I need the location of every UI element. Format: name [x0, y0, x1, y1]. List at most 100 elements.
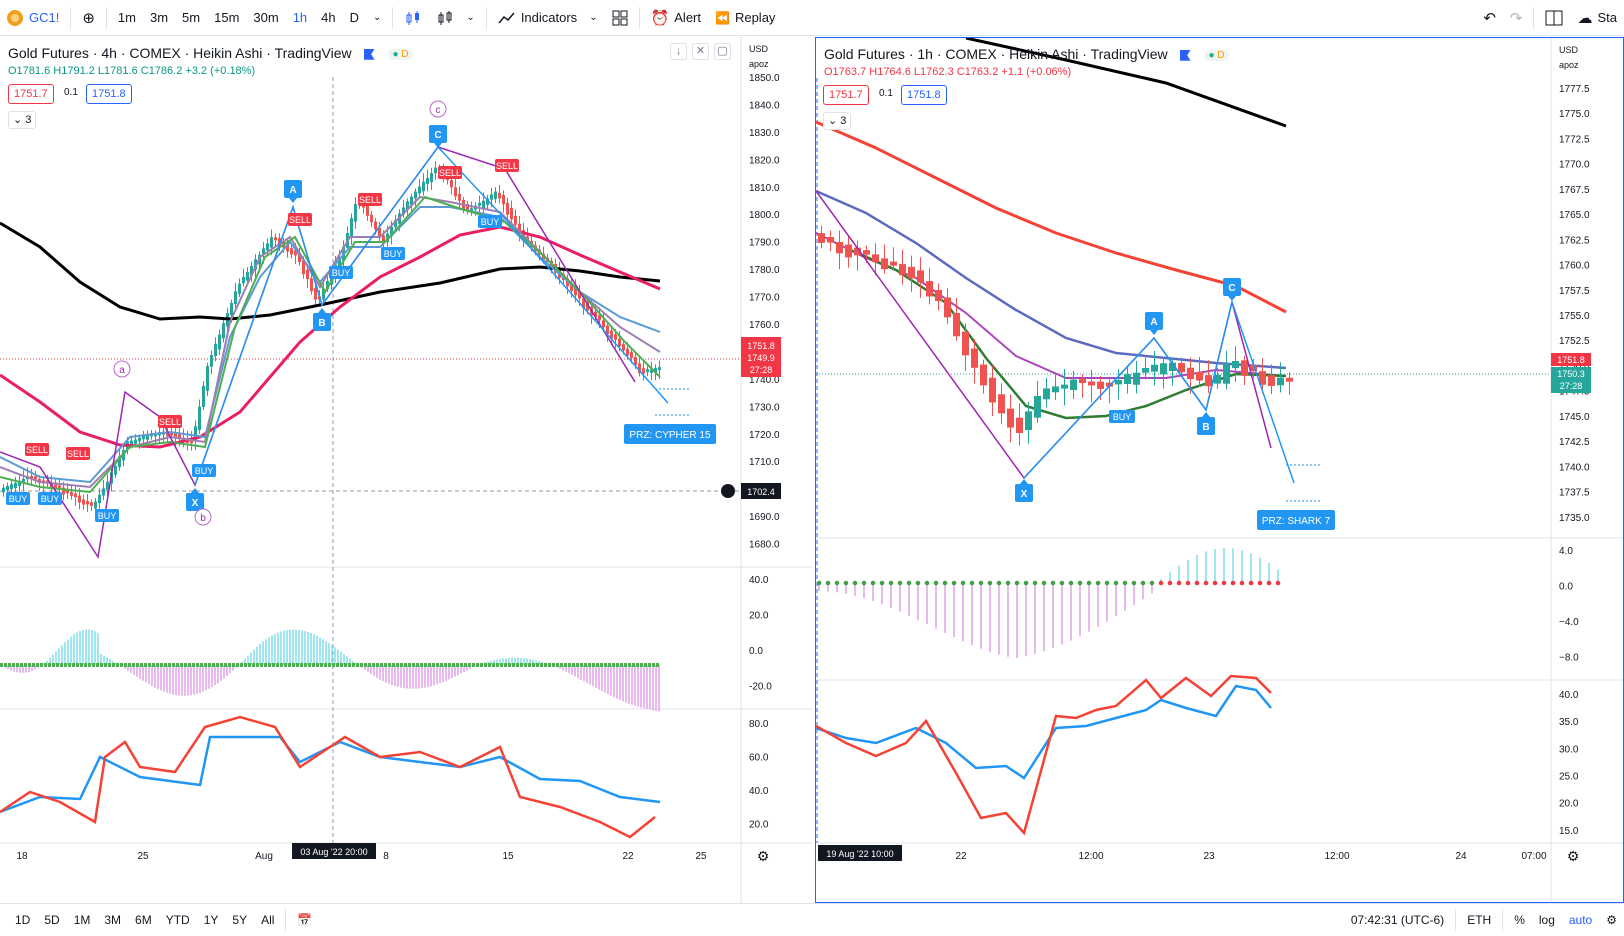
- interval-button-1h[interactable]: 1h: [292, 10, 308, 25]
- interval-button-30m[interactable]: 30m: [253, 10, 279, 25]
- interval-button-15m[interactable]: 15m: [214, 10, 240, 25]
- rsi-line-red: [816, 674, 1272, 836]
- heikin-ashi-candle: [566, 278, 569, 287]
- heikin-ashi-candle: [899, 264, 906, 276]
- range-button-ytd[interactable]: YTD: [165, 913, 190, 927]
- heikin-ashi-candle: [34, 476, 37, 480]
- percent-scale-toggle[interactable]: %: [1514, 913, 1525, 927]
- chart-canvas-left[interactable]: USDapoz1850.01840.01830.01820.01810.0180…: [0, 37, 813, 903]
- open-value: O1781.6: [8, 65, 51, 77]
- auto-scale-toggle[interactable]: auto: [1568, 913, 1593, 927]
- range-button-5y[interactable]: 5Y: [232, 913, 248, 927]
- heikin-ashi-candle: [70, 492, 73, 496]
- delayed-badge-icon: D: [1217, 49, 1225, 61]
- heikin-ashi-candle: [502, 195, 505, 205]
- wave-label: a: [119, 365, 125, 376]
- price-tick-label: 1775.0: [1559, 109, 1590, 120]
- heikin-ashi-candle: [953, 312, 960, 337]
- goto-date-button[interactable]: 📅: [290, 913, 319, 927]
- range-button-1d[interactable]: 1D: [15, 913, 31, 927]
- heikin-ashi-candle: [406, 201, 409, 210]
- range-button-all[interactable]: All: [261, 913, 275, 927]
- chart-pane-right[interactable]: USD apoz 1777.5 1775.0 1772.5 1770.0 1767.5 176…: [815, 37, 1624, 903]
- indicators-collapse-button[interactable]: ⌄ 3: [823, 112, 852, 130]
- interval-button-3m[interactable]: 3m: [149, 10, 169, 25]
- range-button-3m[interactable]: 3M: [104, 913, 122, 927]
- crosshair-price-label: 1702.4: [747, 487, 775, 497]
- buy-price-button[interactable]: 1751.8: [901, 85, 947, 105]
- close-price-badge: [1551, 367, 1591, 393]
- indicators-button[interactable]: Indicators ⌄: [491, 0, 605, 36]
- flag-icon[interactable]: [363, 48, 375, 60]
- alert-button[interactable]: ⏰ Alert: [644, 0, 708, 36]
- buy-price-button[interactable]: 1751.8: [86, 84, 132, 104]
- price-tick-label: 1800.0: [749, 210, 780, 221]
- split-layout-button[interactable]: [1538, 0, 1570, 36]
- interval-button-4h[interactable]: 4h: [321, 10, 336, 25]
- sell-price-button[interactable]: 1751.7: [8, 84, 54, 104]
- time-tick-label: 22: [622, 851, 634, 862]
- symbol-search-button[interactable]: GC1!: [0, 0, 66, 36]
- rsi-tick-label: 25.0: [1559, 772, 1579, 783]
- osc-tick-label: 40.0: [749, 575, 769, 586]
- candle-type-button[interactable]: ⌄: [429, 0, 481, 36]
- signal-label: SELL: [439, 168, 461, 178]
- undo-button[interactable]: ↶: [1476, 0, 1503, 36]
- range-button-6m[interactable]: 6M: [135, 913, 152, 927]
- interval-dropdown-button[interactable]: ⌄: [366, 0, 388, 36]
- replay-button[interactable]: ⏪ Replay: [708, 0, 782, 36]
- interval-button-d[interactable]: D: [349, 10, 360, 25]
- redo-button[interactable]: ↷: [1503, 0, 1530, 36]
- heikin-ashi-candle: [971, 348, 978, 368]
- heikin-ashi-candle: [454, 187, 457, 197]
- compare-symbol-button[interactable]: ⊕: [75, 0, 102, 36]
- range-button-1m[interactable]: 1M: [73, 913, 91, 927]
- last-price2-label: 1749.9: [747, 353, 775, 363]
- heikin-ashi-candle: [917, 270, 924, 283]
- redo-icon: ↷: [1509, 9, 1523, 27]
- interval-button-5m[interactable]: 5m: [182, 10, 201, 25]
- heikin-ashi-candle: [827, 236, 834, 243]
- zero-signal-dot: [1275, 580, 1281, 586]
- price-tick-label: 1850.0: [749, 73, 780, 84]
- gear-icon[interactable]: ⚙: [757, 848, 770, 864]
- heikin-ashi-candle: [306, 269, 309, 280]
- heikin-ashi-candle: [1106, 382, 1113, 387]
- chart-pane-left[interactable]: USD apoz 1850.0 1840.0 1830.0 1820.0 1810.0 180…: [0, 37, 813, 903]
- sell-price-button[interactable]: 1751.7: [823, 85, 869, 105]
- heikin-ashi-candle: [290, 248, 293, 255]
- bar-type-button[interactable]: [397, 0, 429, 36]
- gear-icon[interactable]: ⚙: [1567, 848, 1580, 864]
- flag-icon[interactable]: [1179, 49, 1191, 61]
- gear-icon: ⚙: [1606, 913, 1617, 927]
- log-scale-toggle[interactable]: log: [1538, 913, 1555, 927]
- wave-label-circle: [194, 508, 212, 526]
- last-price-badge: [741, 337, 781, 377]
- ohlc-values-right: O1763.7 H1764.6 L1762.3 C1763.2 +1.1 (+0…: [824, 66, 1071, 78]
- pane-close-button[interactable]: ✕: [692, 43, 709, 60]
- crosshair-plus-icon[interactable]: [721, 484, 735, 498]
- pane-maximize-button[interactable]: ▢: [714, 43, 731, 60]
- heikin-ashi-candle: [574, 287, 577, 296]
- chart-canvas-right[interactable]: USD apoz 1777.5 1775.0 1772.5 1770.0 1767.5 176…: [816, 38, 1623, 902]
- heikin-ashi-candle: [1277, 377, 1284, 386]
- range-button-5d[interactable]: 5D: [44, 913, 60, 927]
- point-c-label: C: [1228, 283, 1235, 294]
- layouts-button[interactable]: [605, 0, 635, 36]
- heikin-ashi-candle: [214, 343, 217, 357]
- clock-display[interactable]: 07:42:31 (UTC-6): [1350, 913, 1445, 927]
- heikin-ashi-candle: [262, 248, 265, 255]
- osc-tick-label: 4.0: [1559, 546, 1573, 557]
- session-toggle[interactable]: ETH: [1467, 913, 1492, 927]
- heikin-ashi-candle: [1223, 363, 1230, 384]
- wave-label-circle: [113, 360, 131, 378]
- prz-label-box: [624, 424, 716, 444]
- heikin-ashi-candle: [881, 258, 888, 270]
- save-cloud-button[interactable]: ☁ Sta: [1570, 0, 1624, 36]
- pane-down-button[interactable]: ↓: [670, 43, 687, 60]
- toolbar-divider: [105, 6, 107, 29]
- interval-button-1m[interactable]: 1m: [117, 10, 136, 25]
- settings-button[interactable]: ⚙: [1599, 913, 1624, 927]
- range-button-1y[interactable]: 1Y: [203, 913, 219, 927]
- indicators-collapse-button[interactable]: ⌄ 3: [8, 111, 37, 129]
